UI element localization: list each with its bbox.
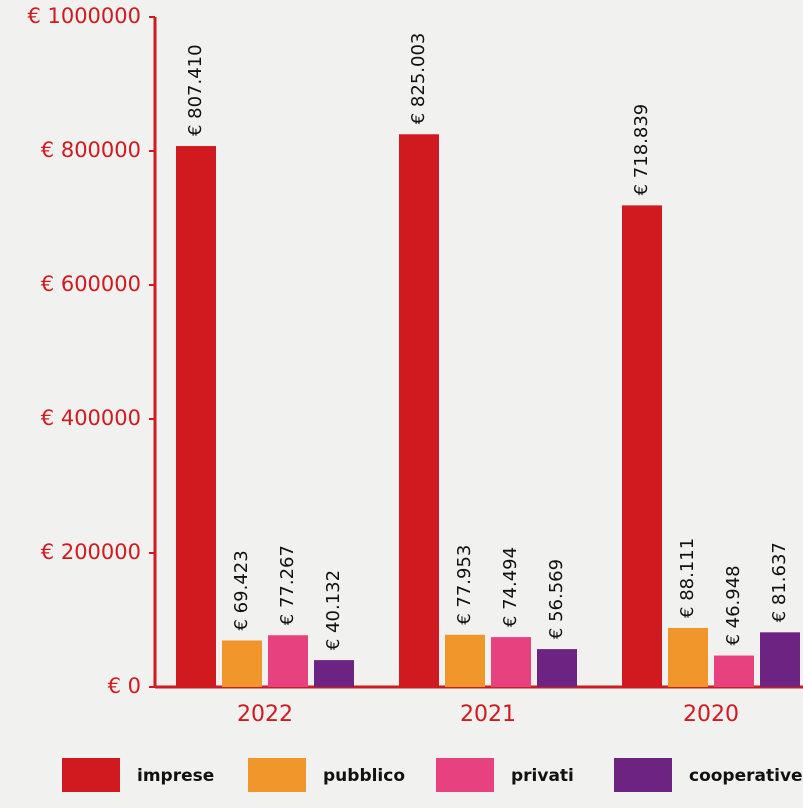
legend-label: cooperative — [689, 766, 803, 786]
x-tick-label: 2022 — [237, 702, 293, 727]
bar — [760, 632, 800, 687]
bar — [714, 655, 754, 687]
value-label: € 718.839 — [631, 104, 652, 196]
legend-swatch — [436, 758, 494, 792]
value-label: € 807.410 — [185, 44, 206, 136]
bar — [491, 637, 531, 687]
legend-swatch — [248, 758, 306, 792]
x-tick-label: 2021 — [460, 702, 516, 727]
bar — [222, 640, 262, 687]
value-label: € 40.132 — [323, 570, 344, 650]
legend-swatch — [62, 758, 120, 792]
bar — [268, 635, 308, 687]
value-label: € 825.003 — [408, 33, 429, 125]
bar — [176, 146, 216, 688]
y-tick-label: € 400000 — [41, 406, 141, 430]
y-tick-label: € 800000 — [41, 138, 141, 162]
bar — [668, 627, 708, 687]
value-label: € 56.569 — [546, 559, 567, 639]
bar — [537, 649, 577, 687]
value-label: € 81.637 — [769, 542, 790, 622]
value-label: € 69.423 — [231, 550, 252, 630]
y-tick-label: € 1000000 — [27, 4, 141, 28]
y-tick-label: € 0 — [108, 674, 141, 698]
value-label: € 74.494 — [500, 547, 521, 627]
value-label: € 77.953 — [454, 545, 475, 625]
x-tick-label: 2020 — [683, 702, 739, 727]
bar — [445, 634, 485, 687]
bar — [399, 134, 439, 687]
legend-label: imprese — [137, 766, 214, 786]
y-tick-label: € 200000 — [41, 540, 141, 564]
legend-label: privati — [511, 766, 574, 786]
bar — [622, 205, 662, 687]
value-label: € 77.267 — [277, 545, 298, 625]
legend-swatch — [614, 758, 672, 792]
value-label: € 88.111 — [677, 538, 698, 618]
legend-label: pubblico — [323, 766, 405, 786]
value-label: € 46.948 — [723, 565, 744, 645]
bar — [314, 660, 354, 687]
y-tick-label: € 600000 — [41, 272, 141, 296]
